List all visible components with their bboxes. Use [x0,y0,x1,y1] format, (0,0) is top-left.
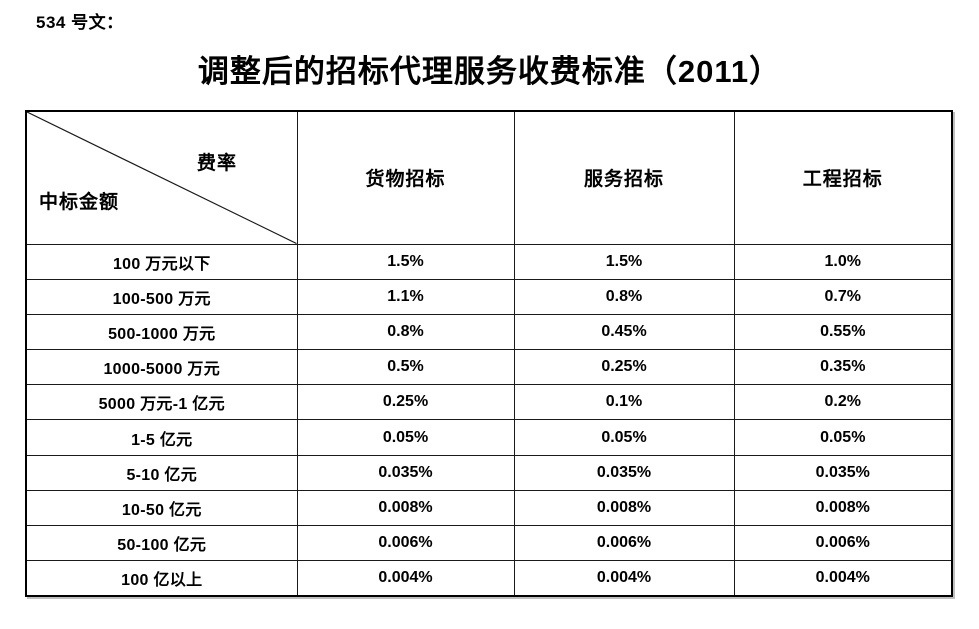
table-row: 100-500 万元 1.1% 0.8% 0.7% [25,278,953,315]
rate-cell: 0.7% [733,278,953,315]
table-row: 5-10 亿元 0.035% 0.035% 0.035% [25,454,953,491]
table-row: 100 亿以上 0.004% 0.004% 0.004% [25,560,953,597]
table-row: 500-1000 万元 0.8% 0.45% 0.55% [25,313,953,351]
rate-cell: 0.8% [513,278,735,315]
page-title: 调整后的招标代理服务收费标准（2011） [197,54,782,89]
amount-range-cell: 100 万元以下 [25,243,298,280]
amount-range-cell: 5000 万元-1 亿元 [25,384,298,421]
amount-range-cell: 1-5 亿元 [25,419,298,456]
rate-cell: 0.035% [513,454,735,491]
amount-range-cell: 50-100 亿元 [25,524,298,562]
rate-cell: 0.1% [513,384,735,421]
amount-range-cell: 10-50 亿元 [25,489,298,527]
table-row: 1-5 亿元 0.05% 0.05% 0.05% [25,419,953,456]
rate-cell: 0.5% [296,349,515,386]
rate-cell: 1.0% [733,243,953,280]
column-header-services: 服务招标 [513,110,735,245]
rate-cell: 0.8% [296,313,515,351]
amount-range-cell: 100-500 万元 [25,278,298,315]
corner-header-cell: 费率 中标金额 [25,110,298,245]
amount-range-cell: 1000-5000 万元 [25,349,298,386]
amount-range-cell: 5-10 亿元 [25,454,298,491]
rate-cell: 0.004% [733,560,953,597]
rate-cell: 0.05% [296,419,515,456]
header-row: 费率 中标金额 货物招标 服务招标 工程招标 [25,110,953,245]
amount-range-cell: 500-1000 万元 [25,313,298,351]
corner-label-rate: 费率 [197,153,238,174]
table-row: 5000 万元-1 亿元 0.25% 0.1% 0.2% [25,384,953,421]
diagonal-divider-line [27,112,297,244]
corner-label-amount: 中标金额 [39,191,120,213]
table-row: 100 万元以下 1.5% 1.5% 1.0% [25,243,953,280]
rate-cell: 0.006% [733,524,953,562]
rate-cell: 0.006% [296,524,515,562]
rate-cell: 0.25% [513,349,735,386]
rate-cell: 1.5% [296,243,515,280]
rate-cell: 0.008% [733,489,953,527]
fee-rate-table: 费率 中标金额 货物招标 服务招标 工程招标 100 万元以下 1.5% 1.5… [25,110,953,597]
amount-range-cell: 100 亿以上 [25,560,298,597]
doc-number-label: 534 号文： [36,13,124,32]
rate-cell: 0.35% [733,349,953,386]
table-row: 50-100 亿元 0.006% 0.006% 0.006% [25,524,953,562]
rate-cell: 1.1% [296,278,515,315]
rate-cell: 0.004% [296,560,515,597]
rate-cell: 0.008% [513,489,735,527]
rate-cell: 0.035% [296,454,515,491]
rate-cell: 0.55% [733,313,953,351]
rate-cell: 0.004% [513,560,735,597]
rate-cell: 0.45% [513,313,735,351]
rate-cell: 0.2% [733,384,953,421]
rate-cell: 0.008% [296,489,515,527]
table-row: 10-50 亿元 0.008% 0.008% 0.008% [25,489,953,527]
column-header-engineering: 工程招标 [733,110,953,245]
table-row: 1000-5000 万元 0.5% 0.25% 0.35% [25,349,953,386]
rate-cell: 0.035% [733,454,953,491]
column-header-goods: 货物招标 [296,110,515,245]
rate-cell: 0.05% [513,419,735,456]
rate-cell: 0.05% [733,419,953,456]
rate-cell: 0.006% [513,524,735,562]
rate-cell: 1.5% [513,243,735,280]
rate-cell: 0.25% [296,384,515,421]
